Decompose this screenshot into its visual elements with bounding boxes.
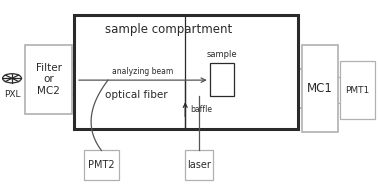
FancyBboxPatch shape <box>25 45 72 114</box>
Text: optical fiber: optical fiber <box>105 90 167 100</box>
Text: laser: laser <box>187 160 211 170</box>
Text: Filter
or
MC2: Filter or MC2 <box>36 63 62 96</box>
Text: MC1: MC1 <box>307 82 333 95</box>
Text: PMT1: PMT1 <box>345 86 370 95</box>
Text: PMT2: PMT2 <box>88 160 115 170</box>
FancyBboxPatch shape <box>340 61 375 119</box>
FancyBboxPatch shape <box>210 63 234 96</box>
FancyBboxPatch shape <box>302 45 338 132</box>
Text: sample: sample <box>207 50 237 59</box>
FancyBboxPatch shape <box>84 151 119 180</box>
Text: baffle: baffle <box>190 105 212 114</box>
Text: PXL: PXL <box>4 90 20 99</box>
Text: analyzing beam: analyzing beam <box>112 67 174 76</box>
FancyBboxPatch shape <box>185 151 214 180</box>
FancyBboxPatch shape <box>74 15 298 128</box>
Text: sample compartment: sample compartment <box>105 23 232 36</box>
